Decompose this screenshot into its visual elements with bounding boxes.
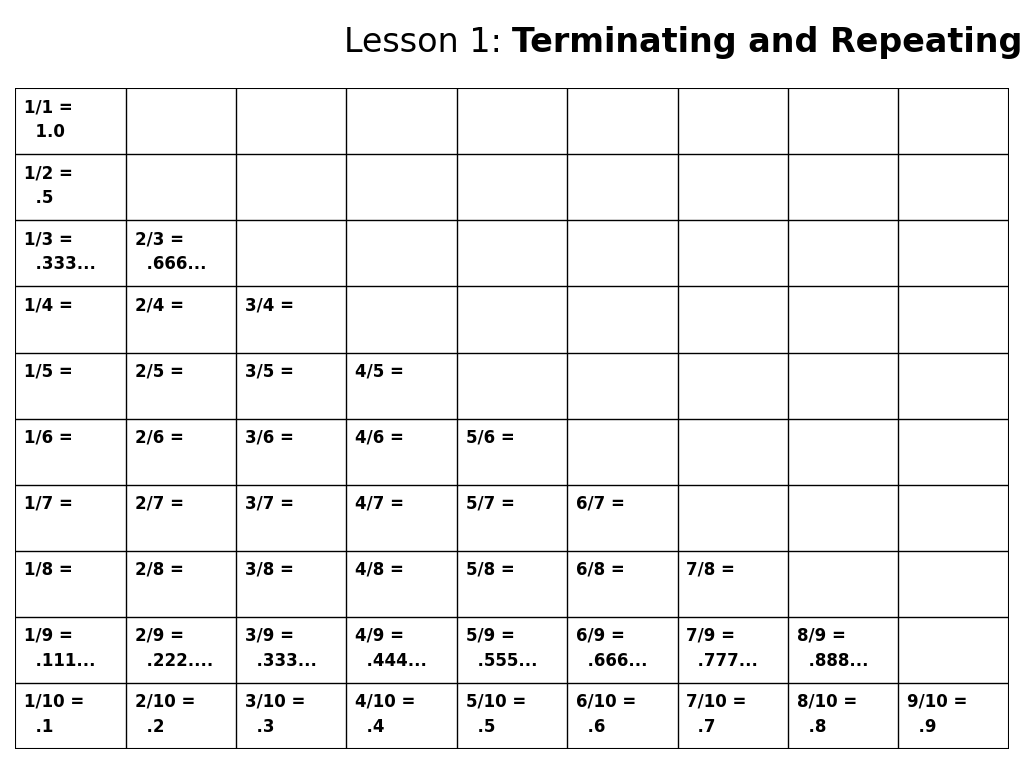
Text: 1/9 =
  .111...: 1/9 = .111... [25,627,95,670]
Text: 2/5 =: 2/5 = [134,362,183,380]
Text: 3/8 =: 3/8 = [245,561,294,578]
Text: 3/7 =: 3/7 = [245,495,294,512]
Text: 7/8 =: 7/8 = [686,561,735,578]
Text: 5/9 =
  .555...: 5/9 = .555... [466,627,538,670]
Text: 1/10 =
  .1: 1/10 = .1 [25,693,84,736]
Text: Terminating and Repeating Decimals: Terminating and Repeating Decimals [512,26,1024,58]
Text: 7/9 =
  .777...: 7/9 = .777... [686,627,758,670]
Text: 1/2 =
  .5: 1/2 = .5 [25,164,73,207]
Text: 1/4 =: 1/4 = [25,296,73,314]
Text: 8/9 =
  .888...: 8/9 = .888... [797,627,868,670]
Text: 3/10 =
  .3: 3/10 = .3 [245,693,305,736]
Text: 1/3 =
  .333...: 1/3 = .333... [25,230,96,273]
Text: 6/9 =
  .666...: 6/9 = .666... [577,627,647,670]
Text: 4/8 =: 4/8 = [355,561,404,578]
Text: 2/7 =: 2/7 = [134,495,183,512]
Text: 3/5 =: 3/5 = [245,362,294,380]
Text: 5/10 =
  .5: 5/10 = .5 [466,693,526,736]
Text: 2/9 =
  .222....: 2/9 = .222.... [134,627,213,670]
Text: 4/5 =: 4/5 = [355,362,404,380]
Text: 6/10 =
  .6: 6/10 = .6 [577,693,636,736]
Text: 1/5 =: 1/5 = [25,362,73,380]
Text: 3/4 =: 3/4 = [245,296,294,314]
Text: 1/6 =: 1/6 = [25,429,73,446]
Text: 6/7 =: 6/7 = [577,495,625,512]
Text: 6/8 =: 6/8 = [577,561,625,578]
Text: Lesson 1:: Lesson 1: [343,26,512,58]
Text: 4/7 =: 4/7 = [355,495,404,512]
Text: 4/9 =
  .444...: 4/9 = .444... [355,627,427,670]
Text: 1/8 =: 1/8 = [25,561,73,578]
Text: 4/6 =: 4/6 = [355,429,404,446]
Text: 2/8 =: 2/8 = [134,561,183,578]
Text: 2/4 =: 2/4 = [134,296,183,314]
Text: 2/3 =
  .666...: 2/3 = .666... [134,230,206,273]
Text: 3/9 =
  .333...: 3/9 = .333... [245,627,316,670]
Text: 7/10 =
  .7: 7/10 = .7 [686,693,746,736]
Text: 3/6 =: 3/6 = [245,429,294,446]
Text: 5/7 =: 5/7 = [466,495,514,512]
Text: 1/7 =: 1/7 = [25,495,73,512]
Text: 9/10 =
  .9: 9/10 = .9 [907,693,968,736]
Text: 4/10 =
  .4: 4/10 = .4 [355,693,416,736]
Text: 2/10 =
  .2: 2/10 = .2 [134,693,195,736]
Text: 1/1 =
  1.0: 1/1 = 1.0 [25,98,73,141]
Text: 8/10 =
  .8: 8/10 = .8 [797,693,857,736]
Text: 2/6 =: 2/6 = [134,429,183,446]
Text: 5/6 =: 5/6 = [466,429,514,446]
Text: 5/8 =: 5/8 = [466,561,514,578]
